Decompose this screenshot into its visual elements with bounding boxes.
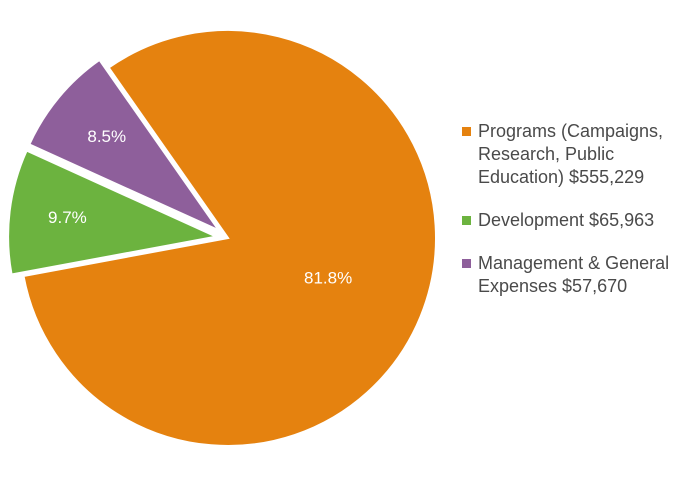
- slice-label-programs: 81.8%: [304, 268, 352, 287]
- pie-slice-labels: 81.8% 9.7% 8.5%: [48, 127, 352, 288]
- legend-item-management: Management & General Expenses $57,670: [462, 252, 698, 298]
- legend-swatch-development: [462, 216, 471, 225]
- pie-slice-programs: [22, 29, 437, 447]
- legend-label-management: Management & General Expenses $57,670: [478, 253, 670, 296]
- pie-chart: 81.8% 9.7% 8.5%: [7, 29, 437, 447]
- chart-legend: Programs (Campaigns, Research, Public Ed…: [462, 120, 698, 318]
- slice-label-management: 8.5%: [87, 127, 126, 146]
- pie-slices: [7, 29, 437, 447]
- legend-swatch-programs: [462, 127, 471, 136]
- legend-swatch-management: [462, 259, 471, 268]
- legend-label-development: Development $65,963: [478, 210, 655, 230]
- pie-slice-development: [7, 149, 220, 276]
- pie-slice-management: [28, 58, 222, 233]
- legend-item-development: Development $65,963: [462, 209, 698, 232]
- legend-item-programs: Programs (Campaigns, Research, Public Ed…: [462, 120, 698, 189]
- slice-label-development: 9.7%: [48, 208, 87, 227]
- legend-label-programs: Programs (Campaigns, Research, Public Ed…: [478, 121, 664, 187]
